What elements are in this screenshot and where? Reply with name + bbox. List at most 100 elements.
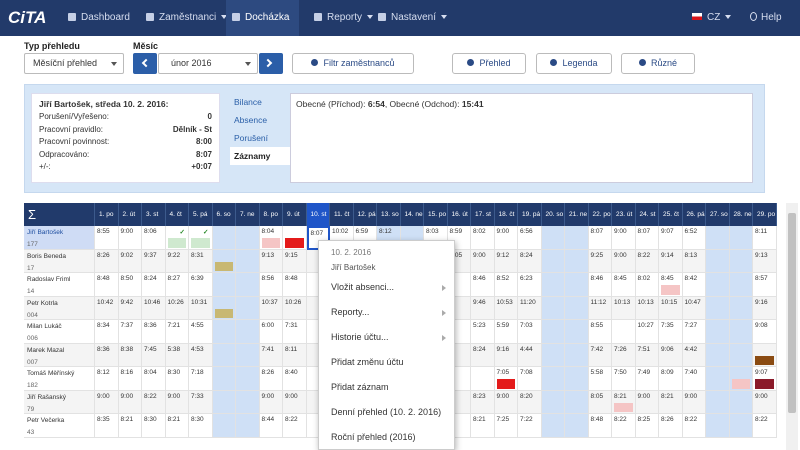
day-cell[interactable]: 9:13: [753, 249, 777, 273]
day-cell[interactable]: 8:24: [471, 343, 495, 367]
day-cell[interactable]: 7:27: [682, 320, 706, 344]
day-cell[interactable]: [706, 390, 730, 414]
day-cell[interactable]: [565, 343, 589, 367]
day-cell[interactable]: 7:18: [189, 367, 213, 391]
type-select[interactable]: Měsíční přehled: [24, 53, 124, 74]
menu-item[interactable]: Denní přehled (10. 2. 2016): [331, 407, 442, 417]
day-cell[interactable]: 8:22: [142, 390, 166, 414]
day-cell[interactable]: 9:02: [118, 249, 142, 273]
employee-cell[interactable]: Marek Mazal 007: [24, 343, 95, 367]
day-cell[interactable]: 8:30: [142, 414, 166, 438]
day-cell[interactable]: 8:05: [588, 390, 612, 414]
day-cell[interactable]: [729, 320, 753, 344]
day-cell[interactable]: 7:41: [259, 343, 283, 367]
nav-item[interactable]: Dashboard: [62, 0, 140, 36]
employee-cell[interactable]: Jiří Rašanský 79: [24, 390, 95, 414]
day-cell[interactable]: 8:55: [588, 320, 612, 344]
day-cell[interactable]: 8:48: [588, 414, 612, 438]
day-cell[interactable]: 10:13: [612, 296, 636, 320]
day-cell[interactable]: 4:42: [682, 343, 706, 367]
day-cell[interactable]: [212, 226, 236, 250]
day-cell[interactable]: [541, 273, 565, 297]
day-cell[interactable]: 8:06: [142, 226, 166, 250]
day-cell[interactable]: 9:00: [494, 390, 518, 414]
day-cell[interactable]: 7:51: [635, 343, 659, 367]
day-cell[interactable]: 8:36: [142, 320, 166, 344]
tab[interactable]: Porušení: [234, 133, 269, 143]
day-cell[interactable]: 7:35: [659, 320, 683, 344]
day-cell[interactable]: 6:23: [518, 273, 542, 297]
day-cell[interactable]: 8:26: [659, 414, 683, 438]
day-cell[interactable]: 11:20: [518, 296, 542, 320]
day-cell[interactable]: 9:14: [659, 249, 683, 273]
day-cell[interactable]: 10:26: [283, 296, 307, 320]
prev-month[interactable]: [133, 53, 157, 74]
day-cell[interactable]: 8:22: [635, 249, 659, 273]
day-cell[interactable]: [706, 226, 730, 250]
nav-item[interactable]: Zaměstnanci: [140, 0, 237, 36]
day-cell[interactable]: 9:16: [753, 296, 777, 320]
tab[interactable]: Záznamy: [230, 147, 292, 165]
day-cell[interactable]: 7:03: [518, 320, 542, 344]
day-cell[interactable]: [541, 343, 565, 367]
day-cell[interactable]: [236, 343, 260, 367]
nav-item[interactable]: Reporty: [308, 0, 383, 36]
day-cell[interactable]: 8:48: [95, 273, 119, 297]
day-cell[interactable]: 8:38: [118, 343, 142, 367]
day-cell[interactable]: 8:55: [95, 226, 119, 250]
employee-cell[interactable]: Petr Kotrla 004: [24, 296, 95, 320]
day-cell[interactable]: 8:50: [118, 273, 142, 297]
toolbar-button[interactable]: Různé: [621, 53, 695, 74]
day-cell[interactable]: 10:26: [165, 296, 189, 320]
day-cell[interactable]: 7:37: [118, 320, 142, 344]
day-cell[interactable]: [236, 390, 260, 414]
day-cell[interactable]: [236, 226, 260, 250]
day-cell[interactable]: 8:21: [659, 390, 683, 414]
day-cell[interactable]: 10:15: [659, 296, 683, 320]
day-cell[interactable]: 8:22: [682, 414, 706, 438]
day-cell[interactable]: [565, 414, 589, 438]
day-cell[interactable]: [471, 367, 495, 391]
day-cell[interactable]: 8:09: [659, 367, 683, 391]
logo[interactable]: CiTA: [8, 8, 47, 27]
day-cell[interactable]: [541, 390, 565, 414]
day-cell[interactable]: [236, 296, 260, 320]
day-cell[interactable]: [565, 390, 589, 414]
day-cell[interactable]: 8:11: [283, 343, 307, 367]
day-cell[interactable]: [565, 320, 589, 344]
day-cell[interactable]: [706, 273, 730, 297]
toolbar-button[interactable]: Legenda: [536, 53, 612, 74]
day-cell[interactable]: 8:21: [118, 414, 142, 438]
day-cell[interactable]: [565, 273, 589, 297]
day-cell[interactable]: 10:37: [259, 296, 283, 320]
language[interactable]: CZ: [692, 0, 732, 36]
day-cell[interactable]: 8:07: [588, 226, 612, 250]
day-cell[interactable]: 8:22: [753, 414, 777, 438]
nav-item[interactable]: Nastavení: [372, 0, 457, 36]
day-cell[interactable]: 8:12: [95, 367, 119, 391]
day-cell[interactable]: 10:27: [635, 320, 659, 344]
day-cell[interactable]: 7:22: [518, 414, 542, 438]
scrollbar[interactable]: [786, 203, 798, 450]
day-cell[interactable]: [541, 320, 565, 344]
day-cell[interactable]: 6:39: [189, 273, 213, 297]
day-cell[interactable]: 8:24: [518, 249, 542, 273]
day-cell[interactable]: 8:40: [283, 367, 307, 391]
day-cell[interactable]: [212, 367, 236, 391]
day-cell[interactable]: 8:46: [588, 273, 612, 297]
month-select[interactable]: únor 2016: [158, 53, 258, 74]
tab[interactable]: Bilance: [234, 97, 262, 107]
day-cell[interactable]: 8:27: [165, 273, 189, 297]
day-cell[interactable]: [706, 296, 730, 320]
menu-item[interactable]: Přidat záznam: [331, 382, 389, 392]
day-cell[interactable]: 9:00: [682, 390, 706, 414]
day-cell[interactable]: [565, 367, 589, 391]
day-cell[interactable]: [236, 367, 260, 391]
day-cell[interactable]: 9:00: [612, 249, 636, 273]
day-cell[interactable]: 9:07: [659, 226, 683, 250]
tab[interactable]: Absence: [234, 115, 268, 125]
employee-cell[interactable]: Milan Lukáč 006: [24, 320, 95, 344]
day-cell[interactable]: [541, 367, 565, 391]
day-cell[interactable]: 9:00: [259, 390, 283, 414]
day-cell[interactable]: 8:26: [259, 367, 283, 391]
